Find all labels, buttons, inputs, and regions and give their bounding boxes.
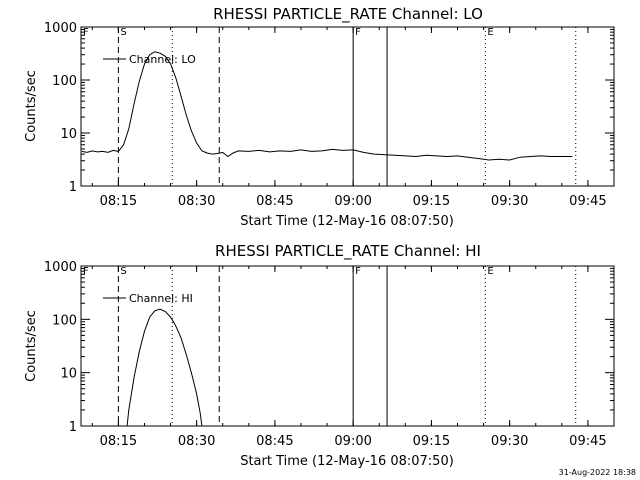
- x-tick-label: 09:45: [569, 434, 606, 449]
- plot-frame: [80, 265, 615, 427]
- x-tick-label: 08:15: [100, 434, 137, 449]
- time-marker-label: E: [487, 27, 493, 38]
- y-tick-label: 100: [52, 74, 77, 89]
- y-tick-label: 10: [60, 367, 77, 382]
- y-tick-label: 10: [60, 127, 77, 142]
- time-marker-label: S: [120, 27, 126, 38]
- x-tick-label: 09:30: [491, 434, 528, 449]
- x-tick-label: 09:15: [413, 194, 450, 209]
- legend-label: Channel: HI: [129, 292, 193, 305]
- series-line-lo: [81, 51, 573, 161]
- time-marker-label: F: [355, 27, 361, 38]
- x-tick-label: 08:45: [256, 194, 293, 209]
- series-line-hi: [126, 308, 203, 427]
- y-axis-label: Counts/sec: [24, 70, 39, 142]
- timestamp-label: 31-Aug-2022 18:38: [559, 468, 636, 477]
- y-tick-label: 1: [69, 180, 77, 195]
- chart-title: RHESSI PARTICLE_RATE Channel: LO: [213, 5, 483, 24]
- x-tick-label: 09:00: [334, 194, 371, 209]
- x-tick-label: 09:00: [334, 434, 371, 449]
- y-tick-label: 1000: [44, 260, 77, 275]
- time-marker-label: S: [120, 266, 126, 277]
- x-tick-label: 08:15: [100, 194, 137, 209]
- x-axis-label: Start Time (12-May-16 08:07:50): [240, 454, 454, 469]
- x-tick-label: 09:45: [569, 194, 606, 209]
- x-tick-label: 08:30: [178, 434, 215, 449]
- plot-frame: [80, 26, 615, 187]
- y-tick-label: 100: [52, 313, 77, 328]
- y-tick-label: 1000: [44, 21, 77, 36]
- x-tick-label: 09:30: [491, 194, 528, 209]
- x-tick-label: 09:15: [413, 434, 450, 449]
- chart-panel-hi: RHESSI PARTICLE_RATE Channel: HI Counts/…: [24, 242, 615, 469]
- time-marker-label: F: [83, 27, 89, 38]
- time-marker-label: E: [487, 266, 493, 277]
- y-axis-label: Counts/sec: [24, 310, 39, 382]
- chart-panel-lo: RHESSI PARTICLE_RATE Channel: LO Counts/…: [24, 5, 615, 229]
- x-tick-label: 08:30: [178, 194, 215, 209]
- x-tick-label: 08:45: [256, 434, 293, 449]
- time-marker-label: F: [83, 266, 89, 277]
- x-axis-label: Start Time (12-May-16 08:07:50): [240, 214, 454, 229]
- chart-title: RHESSI PARTICLE_RATE Channel: HI: [215, 242, 481, 261]
- legend-label: Channel: LO: [129, 53, 196, 66]
- time-marker-label: F: [355, 266, 361, 277]
- y-tick-label: 1: [69, 420, 77, 435]
